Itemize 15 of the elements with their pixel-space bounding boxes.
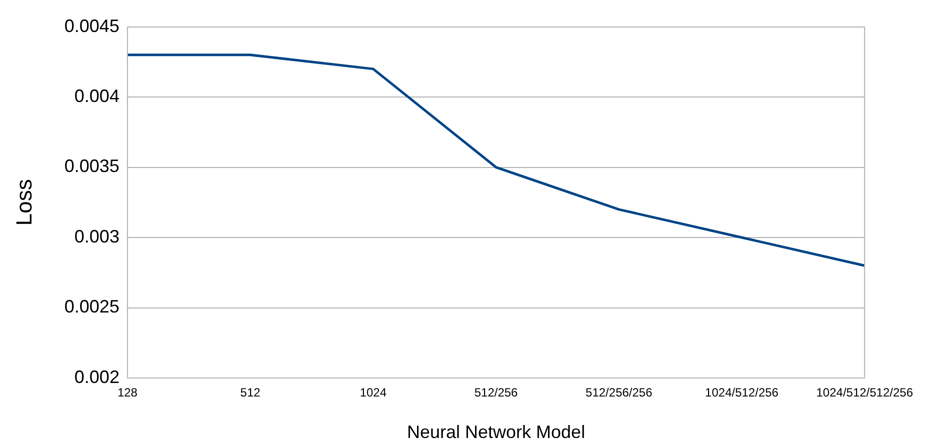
x-tick-label: 1024 [360,386,387,400]
x-tick-label: 1024/512/256 [705,386,779,400]
x-tick-label: 512/256/256 [586,386,653,400]
x-tick-label: 1024/512/512/256 [816,386,914,400]
y-tick-label: 0.0045 [64,16,120,36]
y-tick-label: 0.002 [74,366,120,387]
x-axis-title: Neural Network Model [407,422,586,442]
y-tick-label: 0.004 [74,86,120,106]
y-tick-label: 0.0035 [64,156,120,176]
x-tick-label: 512 [240,386,261,400]
x-tick-label: 128 [117,386,138,400]
y-axis-title: Loss [11,179,36,226]
y-tick-label: 0.0025 [64,296,120,317]
x-tick-label: 512/256 [474,386,518,400]
y-tick-label: 0.003 [74,226,120,246]
